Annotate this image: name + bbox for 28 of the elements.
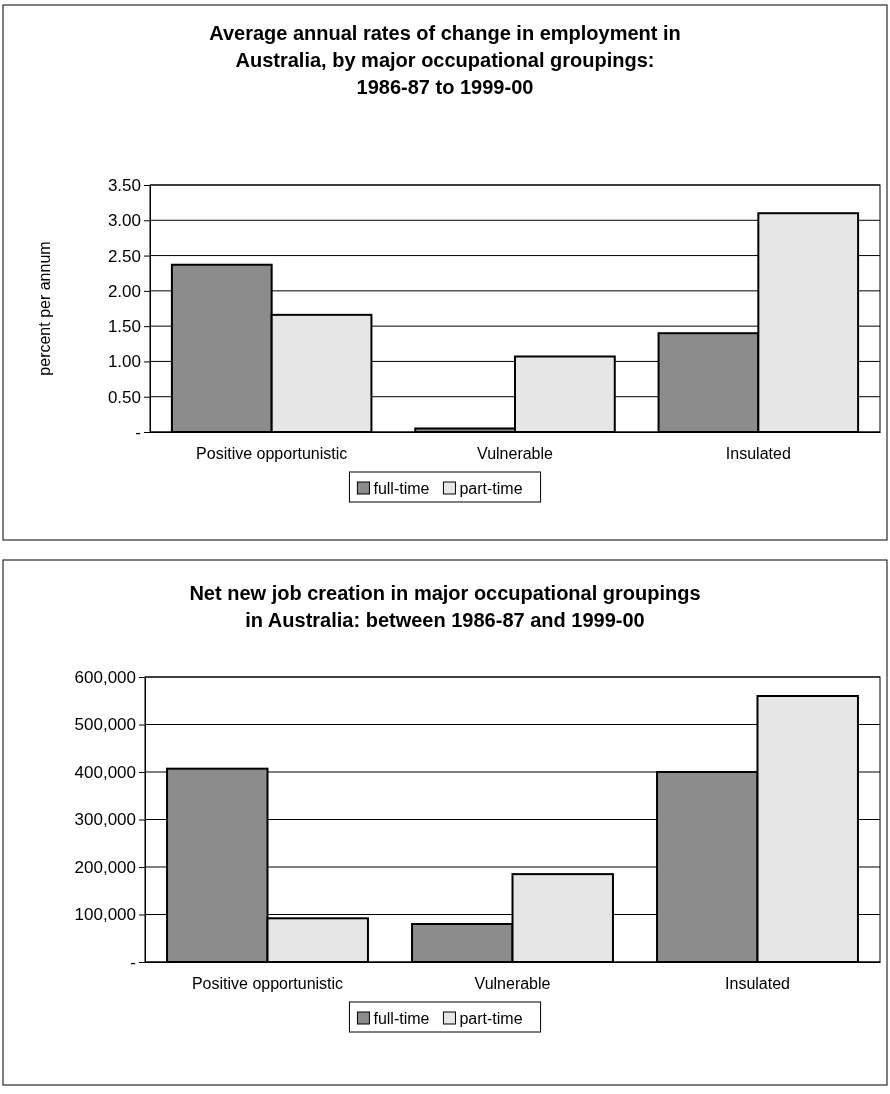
legend-label: full-time bbox=[373, 480, 430, 497]
x-tick-label: Vulnerable bbox=[474, 975, 551, 993]
y-tick-label: 3.50 bbox=[107, 175, 141, 195]
y-tick-label: 2.50 bbox=[107, 246, 141, 266]
x-tick-label: Insulated bbox=[725, 445, 791, 463]
legend-label: part-time bbox=[459, 1010, 523, 1027]
x-tick-label: Insulated bbox=[725, 975, 790, 993]
chart-title: Net new job creation in major occupational groupings in Australia: between 1986-87 and 1999-00 bbox=[189, 582, 701, 631]
y-tick-label: 2.00 bbox=[107, 281, 141, 301]
y-tick-label: 500,000 bbox=[74, 715, 136, 735]
y-tick-label: - bbox=[135, 422, 141, 442]
legend-label: part-time bbox=[459, 480, 523, 497]
y-tick-label: 400,000 bbox=[74, 762, 136, 782]
y-tick-label: 100,000 bbox=[74, 905, 136, 925]
x-tick-label: Positive opportunistic bbox=[196, 445, 348, 463]
y-tick-label: 300,000 bbox=[74, 810, 136, 830]
y-tick-label: 1.50 bbox=[107, 317, 141, 337]
y-tick-label: 600,000 bbox=[74, 667, 136, 687]
chart-title: Average annual rates of change in employment in Australia, by major occupational groupings: 1986-87 to 1999-00 bbox=[209, 22, 681, 98]
x-tick-label: Vulnerable bbox=[477, 445, 554, 463]
x-tick-label: Positive opportunistic bbox=[191, 975, 344, 993]
y-tick-label: 3.00 bbox=[107, 211, 141, 231]
y-tick-label: - bbox=[130, 952, 136, 972]
y-tick-label: 200,000 bbox=[74, 857, 136, 877]
legend-label: full-time bbox=[373, 1010, 430, 1027]
y-tick-label: 0.50 bbox=[107, 387, 141, 407]
y-tick-label: 1.00 bbox=[107, 352, 141, 372]
y-axis-title: percent per annum bbox=[36, 241, 53, 376]
